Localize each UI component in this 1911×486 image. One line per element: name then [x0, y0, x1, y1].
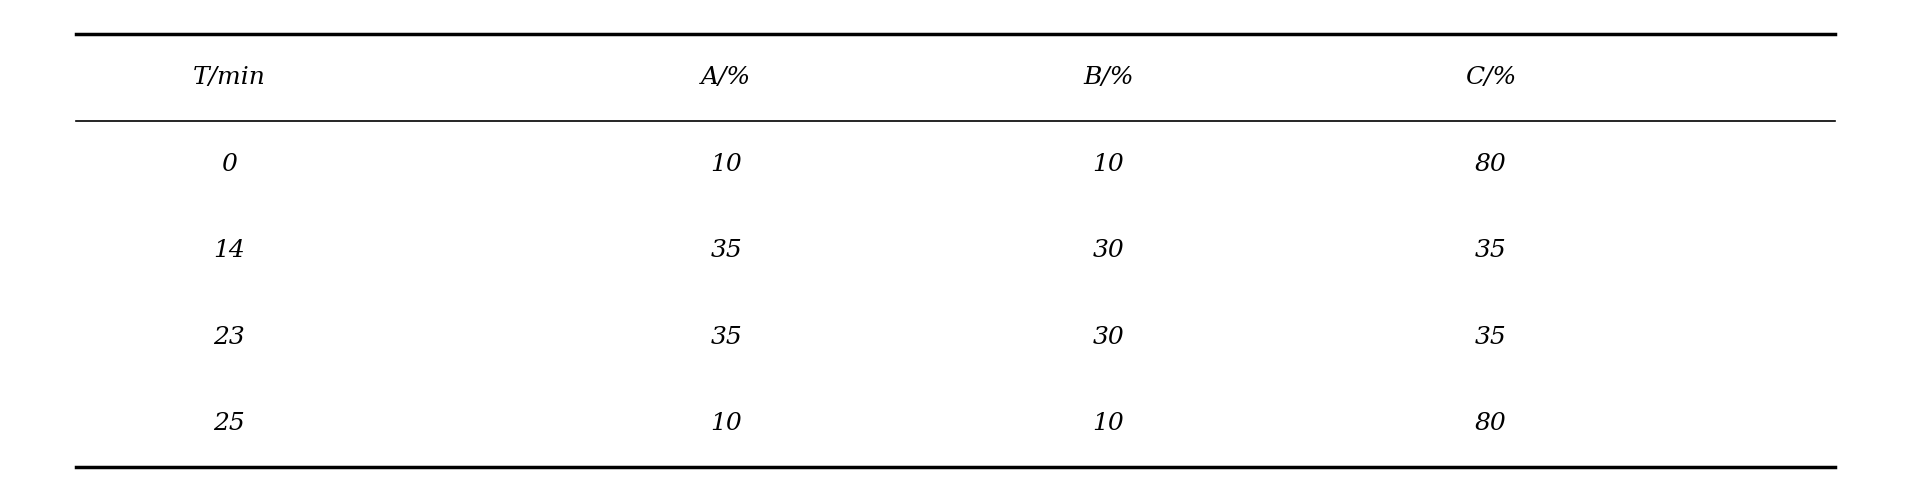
Text: 10: 10: [711, 153, 741, 176]
Text: 30: 30: [1093, 240, 1124, 262]
Text: C/%: C/%: [1466, 66, 1515, 89]
Text: T/min: T/min: [193, 66, 266, 89]
Text: 35: 35: [711, 326, 741, 348]
Text: B/%: B/%: [1084, 66, 1133, 89]
Text: 10: 10: [1093, 153, 1124, 176]
Text: 10: 10: [1093, 412, 1124, 435]
Text: 10: 10: [711, 412, 741, 435]
Text: 25: 25: [214, 412, 245, 435]
Text: 14: 14: [214, 240, 245, 262]
Text: A/%: A/%: [701, 66, 751, 89]
Text: 80: 80: [1475, 153, 1506, 176]
Text: 35: 35: [1475, 326, 1506, 348]
Text: 35: 35: [1475, 240, 1506, 262]
Text: 23: 23: [214, 326, 245, 348]
Text: 0: 0: [222, 153, 237, 176]
Text: 80: 80: [1475, 412, 1506, 435]
Text: 35: 35: [711, 240, 741, 262]
Text: 30: 30: [1093, 326, 1124, 348]
